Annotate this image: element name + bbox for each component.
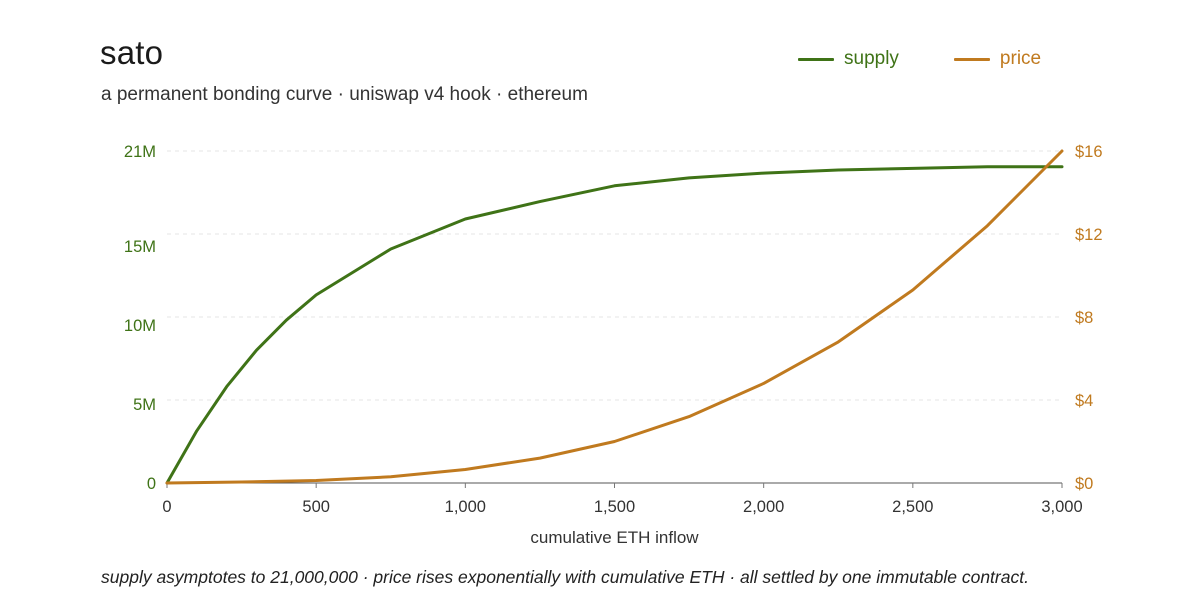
series-line-supply (165, 165, 1064, 485)
x-tick-label: 2,500 (892, 498, 933, 516)
grid-lines (167, 150, 1062, 401)
x-tick-label: 500 (302, 498, 330, 516)
tick-labels: 0 500 1,000 1,500 2,000 2,500 3,000 0 5M 10M 15M 21… (124, 143, 1103, 516)
legend-label-supply: supply (844, 48, 899, 69)
y-left-tick-label: 0 (147, 475, 156, 493)
legend: supply price (798, 48, 1096, 70)
legend-item-supply: supply (798, 48, 899, 70)
chart-caption: supply asymptotes to 21,000,000 · price … (101, 567, 1029, 587)
x-tick-label: 0 (162, 498, 171, 516)
legend-swatch-supply (798, 57, 834, 61)
series-line-price (165, 149, 1064, 485)
legend-label-price: price (999, 48, 1042, 69)
y-right-tick-label: $4 (1075, 392, 1093, 410)
axes (166, 482, 1063, 488)
x-tick-label: 1,000 (445, 498, 486, 516)
legend-item-price: price (953, 48, 1042, 70)
chart-subtitle: a permanent bonding curve · uniswap v4 h… (101, 84, 588, 105)
y-right-tick-label: $12 (1075, 226, 1103, 244)
x-tick-label: 3,000 (1041, 498, 1082, 516)
y-left-tick-label: 5M (133, 396, 156, 414)
x-tick-label: 2,000 (743, 498, 784, 516)
x-tick-label: 1,500 (594, 498, 635, 516)
y-left-tick-label: 10M (124, 317, 156, 335)
y-right-tick-label: $16 (1075, 143, 1103, 161)
y-right-tick-label: $0 (1075, 475, 1093, 493)
chart-title: sato (100, 34, 164, 71)
y-left-tick-label: 15M (124, 238, 156, 256)
y-right-tick-label: $8 (1075, 309, 1093, 327)
series-lines (165, 149, 1064, 485)
legend-swatch-price (953, 57, 990, 61)
x-axis-label: cumulative ETH inflow (530, 528, 699, 547)
y-left-tick-label: 21M (124, 143, 156, 161)
